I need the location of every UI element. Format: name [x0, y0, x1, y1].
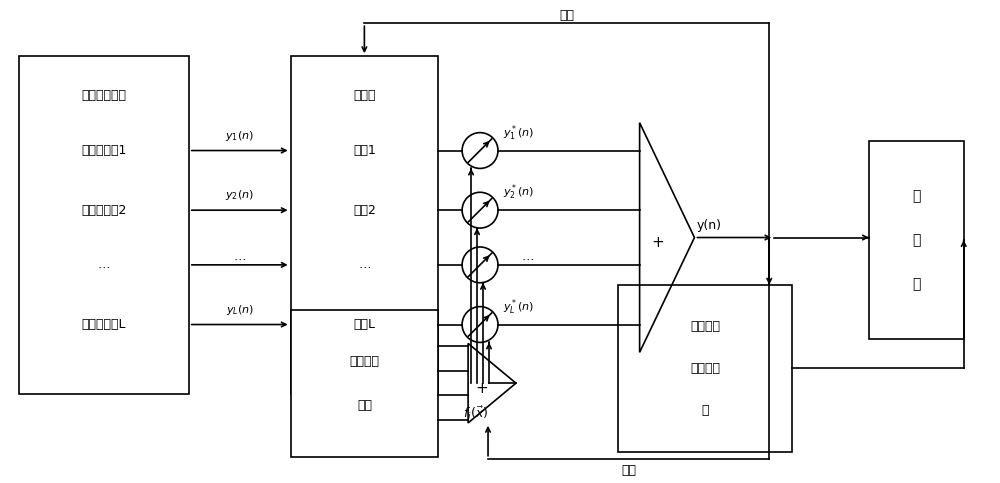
Text: y(n): y(n)	[697, 219, 722, 232]
Text: 子声音样本L: 子声音样本L	[82, 318, 126, 331]
Text: 扬: 扬	[912, 189, 921, 203]
Text: 声音质量: 声音质量	[690, 320, 720, 333]
Text: $y_L(n)$: $y_L(n)$	[226, 302, 254, 316]
Text: 车辆状态: 车辆状态	[349, 355, 379, 368]
Text: 音轨：: 音轨：	[353, 89, 376, 102]
Text: 修正: 修正	[621, 464, 636, 477]
Text: …: …	[98, 258, 110, 271]
Text: $y_L^*(n)$: $y_L^*(n)$	[503, 297, 534, 316]
Text: $f_i(\vec{x})$: $f_i(\vec{x})$	[463, 405, 489, 423]
Bar	[618, 285, 792, 452]
Text: 子声音样本：: 子声音样本：	[82, 89, 127, 102]
Text: $y_2(n)$: $y_2(n)$	[225, 188, 254, 202]
Text: …: …	[522, 250, 534, 263]
Text: 断: 断	[701, 403, 709, 416]
Bar	[291, 310, 438, 457]
Text: $y_2^*(n)$: $y_2^*(n)$	[503, 183, 534, 202]
Text: $y_1^*(n)$: $y_1^*(n)$	[503, 123, 534, 142]
Text: 声: 声	[912, 233, 921, 247]
Text: 器: 器	[912, 277, 921, 291]
Bar	[19, 56, 189, 394]
Text: …: …	[358, 258, 371, 271]
Text: +: +	[476, 381, 488, 396]
Text: 子声音样本2: 子声音样本2	[81, 204, 127, 217]
Text: 音轨1: 音轨1	[353, 144, 376, 157]
Text: 音轨L: 音轨L	[353, 318, 375, 331]
Text: $y_1(n)$: $y_1(n)$	[225, 128, 254, 142]
Text: …: …	[233, 250, 246, 263]
Text: 修正: 修正	[559, 9, 574, 22]
Text: 音轨2: 音轨2	[353, 204, 376, 217]
Text: 矢量: 矢量	[357, 399, 372, 412]
Bar	[291, 56, 438, 394]
Text: 参量值判: 参量值判	[690, 362, 720, 375]
Bar	[869, 141, 964, 340]
Text: +: +	[651, 235, 664, 250]
Text: 子声音样本1: 子声音样本1	[81, 144, 127, 157]
